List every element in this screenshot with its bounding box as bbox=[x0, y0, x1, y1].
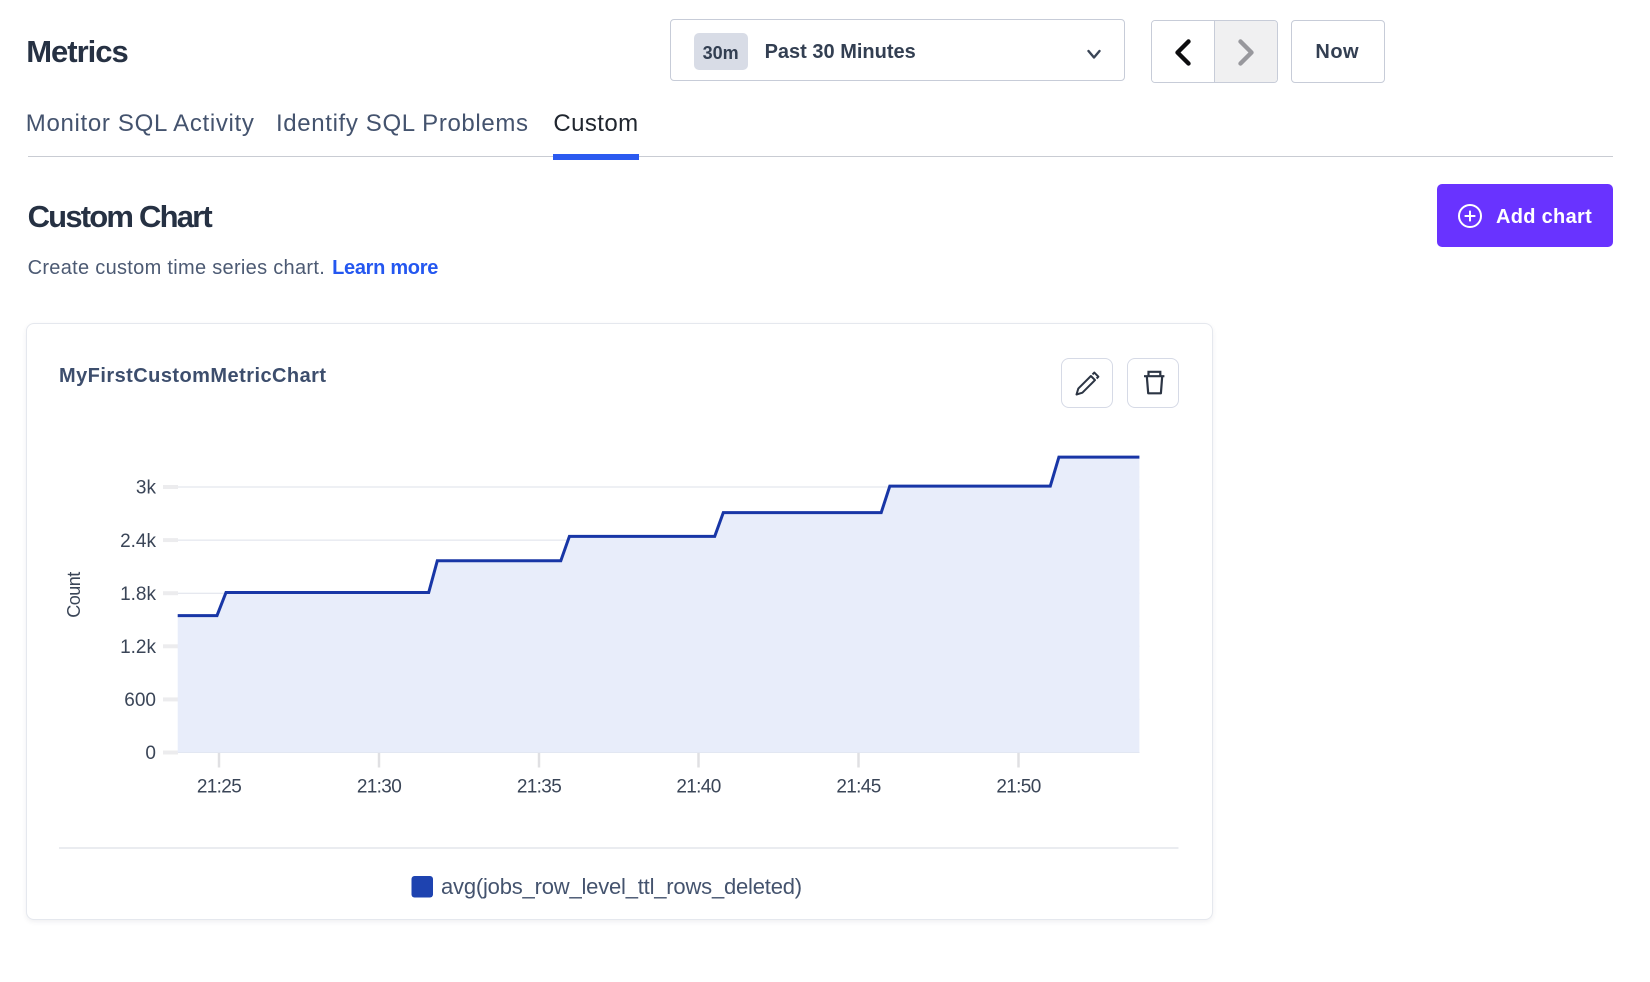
svg-text:21:25: 21:25 bbox=[197, 776, 241, 797]
svg-text:2.4k: 2.4k bbox=[120, 531, 156, 552]
svg-text:1.8k: 1.8k bbox=[120, 584, 156, 605]
svg-text:600: 600 bbox=[124, 690, 156, 711]
svg-text:21:35: 21:35 bbox=[517, 776, 561, 797]
svg-text:21:45: 21:45 bbox=[836, 776, 880, 797]
svg-text:21:40: 21:40 bbox=[676, 776, 720, 797]
svg-text:1.2k: 1.2k bbox=[120, 637, 156, 658]
svg-text:3k: 3k bbox=[136, 478, 157, 499]
svg-text:21:50: 21:50 bbox=[996, 776, 1040, 797]
svg-text:21:30: 21:30 bbox=[357, 776, 401, 797]
svg-text:0: 0 bbox=[145, 743, 156, 764]
svg-text:avg(jobs_row_level_ttl_rows_de: avg(jobs_row_level_ttl_rows_deleted) bbox=[441, 874, 802, 899]
svg-text:Count: Count bbox=[64, 572, 84, 618]
